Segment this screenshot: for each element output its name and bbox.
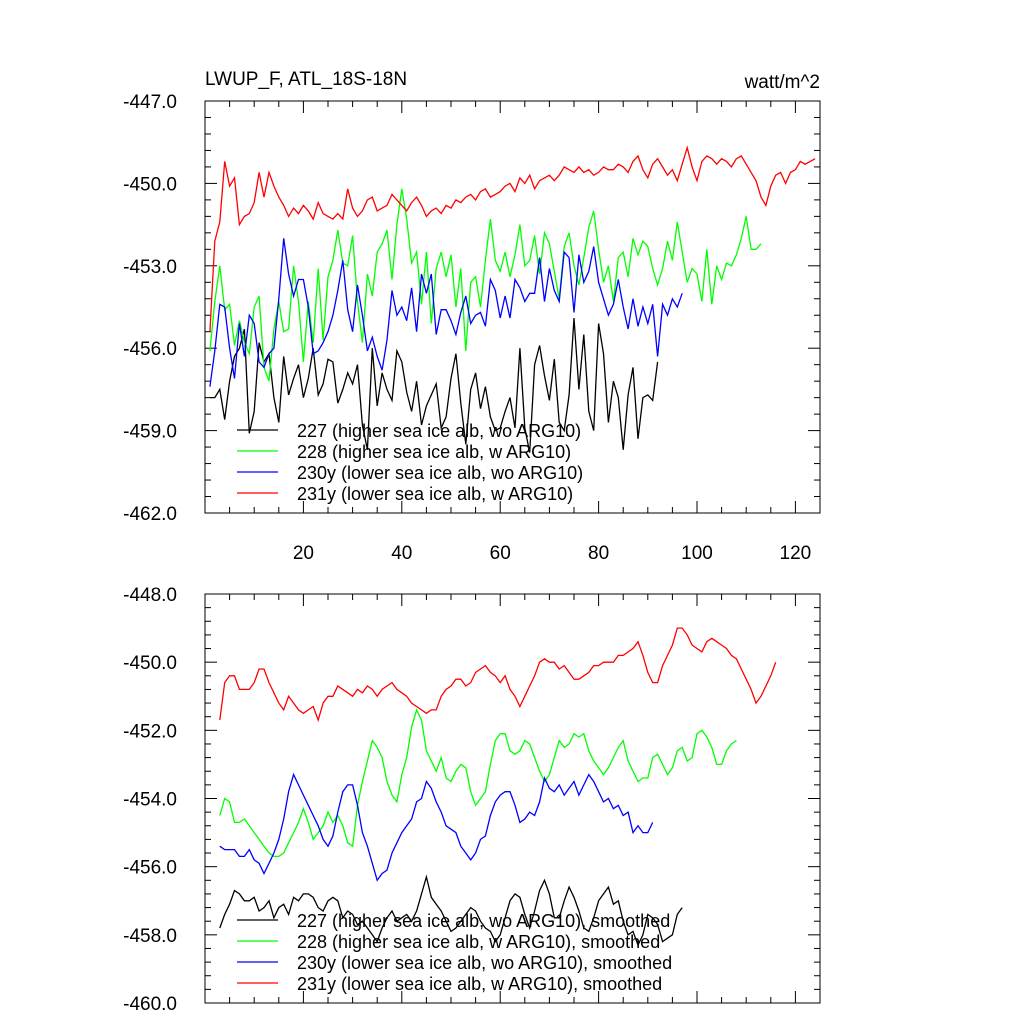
series-line-2 [219,772,654,882]
y-tick-label: -450.0 [123,174,177,195]
y-tick-label: -458.0 [123,926,177,947]
series-line-1 [219,708,737,858]
bottom-panel: -448.0 -450.0 -452.0 -454.0 -456.0 -458.0 -460… [123,585,821,1015]
series-line-3 [209,145,816,332]
series-line-0 [209,317,659,453]
legend-label-2: 230y (lower sea ice alb, wo ARG10) [297,463,583,483]
legend-label-1: 228 (higher sea ice alb, w ARG10), smoot… [297,932,660,952]
y-tick-label: -447.0 [123,92,177,113]
x-tick-label: 20 [293,543,314,564]
y-tick-label: -456.0 [123,858,177,879]
series-line-2 [209,238,683,387]
x-tick-label: 40 [391,543,412,564]
top-panel: LWUP_F, ATL_18S-18N watt/m^2 -447.0 -450.0 -… [123,69,821,564]
x-tick-label: 100 [681,543,713,564]
plot-frame [204,100,821,514]
y-tick-label: -450.0 [123,653,177,674]
y-tick-label: -448.0 [123,585,177,606]
x-tick-label: 80 [588,543,609,564]
legend-label-3: 231y (lower sea ice alb, w ARG10) [297,484,573,504]
units-label: watt/m^2 [744,72,820,93]
y-tick-label: -459.0 [123,422,177,443]
y-tick-label: -456.0 [123,339,177,360]
legend-label-1: 228 (higher sea ice alb, w ARG10) [297,442,571,462]
y-tick-label: -452.0 [123,721,177,742]
legend-label-0: 227 (higher sea ice alb, wo ARG10), smoo… [297,911,670,931]
y-tick-label: -460.0 [123,994,177,1015]
x-tick-label: 60 [490,543,511,564]
x-tick-label: 120 [780,543,812,564]
y-tick-label: -462.0 [123,504,177,525]
chart-title: LWUP_F, ATL_18S-18N [205,69,407,90]
legend-label-3: 231y (lower sea ice alb, w ARG10), smoot… [297,974,662,994]
series-line-0 [219,874,683,947]
series-line-1 [209,188,762,382]
y-tick-label: -454.0 [123,790,177,811]
series-line-3 [219,627,777,723]
legend-label-2: 230y (lower sea ice alb, wo ARG10), smoo… [297,953,672,973]
legend-label-0: 227 (higher sea ice alb, wo ARG10) [297,421,581,441]
y-tick-label: -453.0 [123,257,177,278]
